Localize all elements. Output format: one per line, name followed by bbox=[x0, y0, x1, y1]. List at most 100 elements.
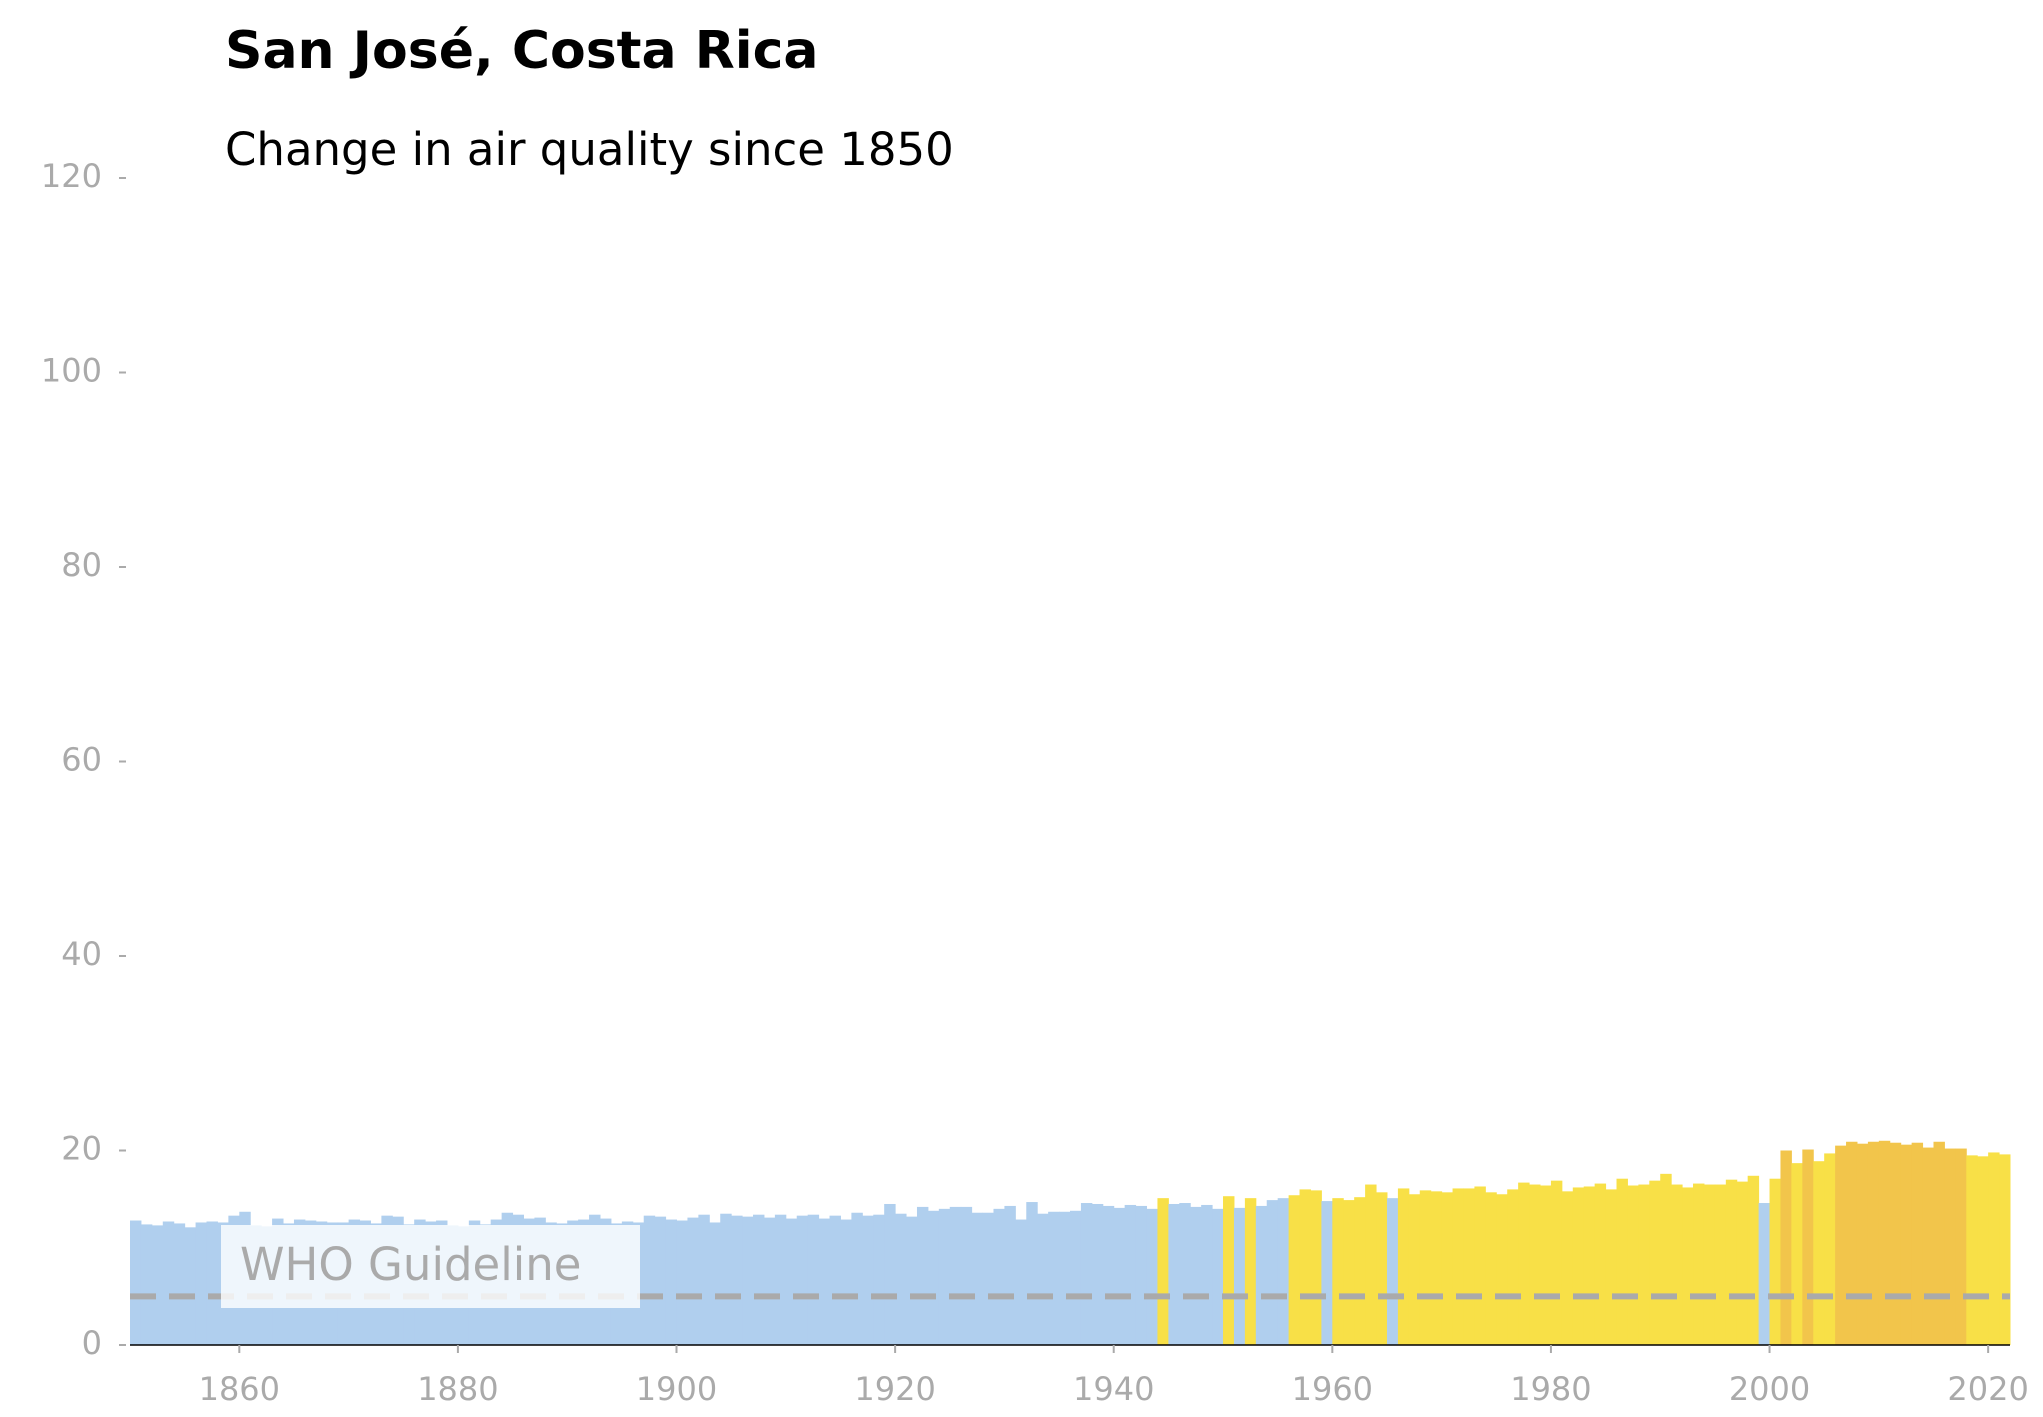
chart-subtitle: Change in air quality since 1850 bbox=[225, 123, 954, 176]
bar bbox=[1310, 1190, 1322, 1345]
bar bbox=[1332, 1198, 1344, 1345]
y-tick-label: 20 bbox=[61, 1130, 102, 1168]
bar bbox=[1605, 1189, 1618, 1345]
bar bbox=[1463, 1188, 1475, 1345]
bar bbox=[1485, 1192, 1497, 1345]
bar bbox=[938, 1208, 951, 1345]
bar bbox=[1725, 1179, 1738, 1345]
bar bbox=[1321, 1201, 1333, 1345]
bar bbox=[1911, 1142, 1924, 1345]
bar bbox=[1102, 1205, 1115, 1345]
bar bbox=[1179, 1203, 1191, 1345]
bar bbox=[1452, 1188, 1464, 1345]
bar bbox=[1124, 1204, 1137, 1345]
bar bbox=[1190, 1206, 1202, 1345]
bar bbox=[173, 1223, 186, 1345]
bar bbox=[1070, 1210, 1082, 1345]
bar bbox=[1583, 1186, 1596, 1345]
bar bbox=[1791, 1163, 1803, 1345]
bar bbox=[1944, 1148, 1956, 1345]
bar bbox=[884, 1203, 896, 1345]
bar bbox=[807, 1214, 820, 1345]
bar bbox=[851, 1212, 863, 1345]
bar bbox=[1354, 1197, 1366, 1345]
bar bbox=[1693, 1183, 1705, 1345]
bar bbox=[1594, 1183, 1607, 1345]
bar bbox=[1835, 1145, 1847, 1345]
bar bbox=[927, 1210, 940, 1345]
bar bbox=[785, 1218, 798, 1345]
bar bbox=[1638, 1184, 1650, 1345]
bar bbox=[1736, 1181, 1749, 1345]
bar bbox=[1212, 1208, 1224, 1345]
x-tick-label: 1980 bbox=[1510, 1370, 1591, 1408]
bar bbox=[1747, 1175, 1760, 1345]
bar bbox=[1878, 1140, 1891, 1345]
bar bbox=[993, 1208, 1005, 1345]
bar bbox=[720, 1213, 732, 1345]
bar bbox=[1343, 1200, 1355, 1345]
bar bbox=[1365, 1184, 1377, 1345]
bar bbox=[1561, 1191, 1574, 1345]
bar bbox=[665, 1219, 678, 1345]
x-tick-label: 1900 bbox=[636, 1370, 717, 1408]
bar bbox=[1026, 1202, 1038, 1345]
bar bbox=[1955, 1148, 1967, 1345]
bar bbox=[1037, 1213, 1049, 1345]
bar bbox=[1507, 1189, 1519, 1345]
y-tick-label: 40 bbox=[61, 935, 102, 973]
bar bbox=[818, 1218, 831, 1345]
bar bbox=[731, 1215, 743, 1345]
x-tick-label: 1920 bbox=[854, 1370, 935, 1408]
bar bbox=[1223, 1196, 1235, 1345]
bar bbox=[895, 1213, 907, 1345]
bar bbox=[1802, 1149, 1814, 1345]
bar bbox=[654, 1216, 667, 1345]
bar bbox=[1048, 1211, 1060, 1345]
bar bbox=[840, 1219, 852, 1345]
bar bbox=[1113, 1207, 1126, 1345]
bar bbox=[1550, 1180, 1563, 1345]
bar bbox=[1080, 1203, 1093, 1345]
bar bbox=[151, 1225, 164, 1345]
bar bbox=[1572, 1187, 1585, 1345]
bar bbox=[698, 1214, 710, 1345]
y-tick-label: 120 bbox=[41, 157, 102, 195]
bar bbox=[774, 1214, 787, 1345]
bar bbox=[949, 1206, 962, 1345]
bar bbox=[1386, 1198, 1399, 1345]
bar bbox=[1900, 1144, 1913, 1345]
y-tick-label: 80 bbox=[61, 546, 102, 584]
bar bbox=[1922, 1147, 1934, 1345]
x-tick-label: 1940 bbox=[1073, 1370, 1154, 1408]
bar bbox=[1999, 1154, 2011, 1345]
bar bbox=[1867, 1141, 1880, 1345]
y-tick-label: 100 bbox=[41, 352, 102, 390]
bar bbox=[1682, 1187, 1694, 1345]
bar bbox=[1714, 1184, 1727, 1345]
bar bbox=[1496, 1194, 1508, 1345]
bar bbox=[676, 1220, 688, 1345]
bar bbox=[162, 1221, 175, 1345]
bar bbox=[1255, 1205, 1268, 1345]
bar bbox=[1059, 1211, 1071, 1345]
bar bbox=[1518, 1182, 1530, 1345]
bar bbox=[1233, 1207, 1246, 1345]
bar bbox=[1397, 1188, 1410, 1345]
bar bbox=[1758, 1203, 1771, 1345]
bar bbox=[829, 1215, 841, 1345]
bar bbox=[742, 1216, 754, 1345]
bar bbox=[1408, 1194, 1421, 1345]
bar bbox=[1813, 1161, 1825, 1345]
bar bbox=[1856, 1143, 1869, 1345]
bar bbox=[1966, 1155, 1978, 1345]
bar bbox=[1299, 1189, 1311, 1345]
bar bbox=[971, 1212, 984, 1345]
x-tick-label: 1880 bbox=[417, 1370, 498, 1408]
bar bbox=[862, 1215, 874, 1345]
bar bbox=[709, 1222, 721, 1345]
bar bbox=[184, 1227, 197, 1345]
bar bbox=[1266, 1200, 1279, 1345]
bar bbox=[1649, 1180, 1661, 1345]
